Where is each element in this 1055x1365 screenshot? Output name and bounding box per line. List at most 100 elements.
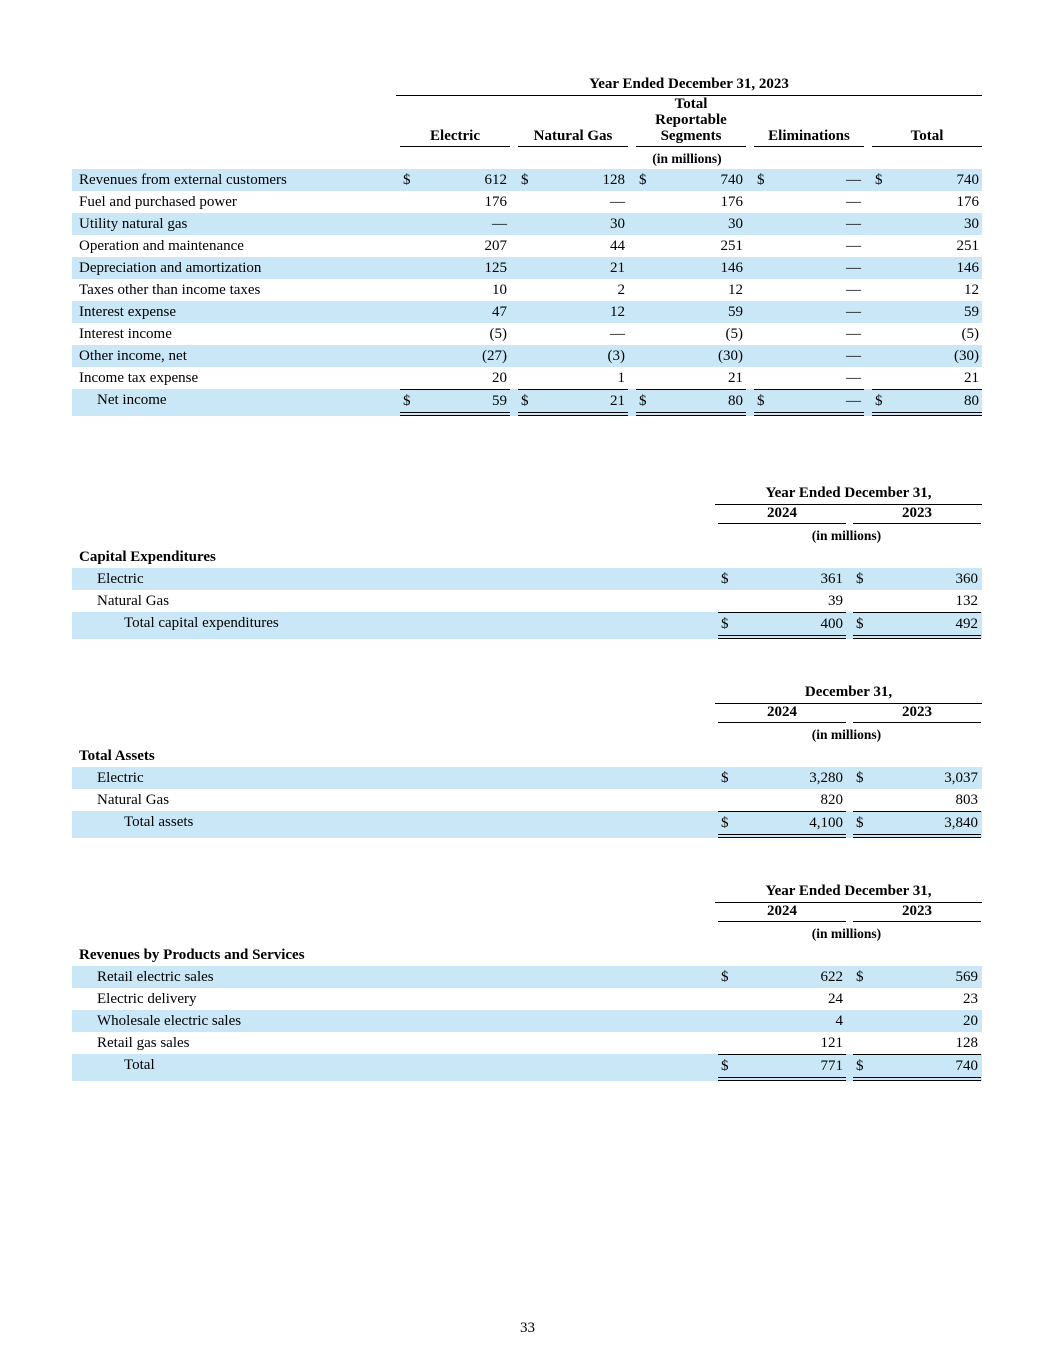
value: 176 <box>720 194 744 210</box>
row-label: Natural Gas <box>97 593 170 609</box>
value-cell: 176 <box>400 191 510 213</box>
row-label: Electric delivery <box>97 991 197 1007</box>
value-cell: 146 <box>636 257 746 279</box>
value-cell: $360 <box>853 568 981 590</box>
units-label: (in millions) <box>811 926 882 941</box>
dollar-sign: $ <box>639 172 647 188</box>
dollar-sign: $ <box>721 616 729 632</box>
table-row: Revenues from external customers $612 $128… <box>72 169 982 191</box>
value-cell: 146 <box>872 257 982 279</box>
table-row: Total $771 $740 <box>72 1054 982 1081</box>
value: 251 <box>720 238 744 254</box>
value-cell: 21 <box>518 257 628 279</box>
value-cell: 12 <box>872 279 982 301</box>
value-cell: 12 <box>636 279 746 301</box>
units-row: (in millions) <box>72 524 982 546</box>
units-row: (in millions) <box>72 922 982 944</box>
value-cell: 176 <box>636 191 746 213</box>
table-row: Natural Gas 39 132 <box>72 590 982 612</box>
table-title: Year Ended December 31, <box>715 882 982 903</box>
row-label: Retail gas sales <box>97 1035 190 1051</box>
row-label: Other income, net <box>79 348 187 364</box>
value: 21 <box>610 393 625 409</box>
table-row: Utility natural gas — 30 30 — 30 <box>72 213 982 235</box>
value-cell: 21 <box>636 367 746 389</box>
value-cell: 30 <box>636 213 746 235</box>
row-label: Interest income <box>79 326 172 342</box>
column-header: 2023 <box>853 505 981 524</box>
row-label: Total assets <box>124 814 194 830</box>
dollar-sign: $ <box>856 616 864 632</box>
row-label: Interest expense <box>79 304 177 320</box>
value: 740 <box>720 172 744 188</box>
value-cell: 121 <box>718 1032 846 1054</box>
value: 21 <box>728 370 743 386</box>
value: 59 <box>492 393 507 409</box>
segment-results-table: Year Ended December 31, 2023 Electric Natu… <box>72 75 982 416</box>
value-cell: 251 <box>636 235 746 257</box>
dollar-sign: $ <box>521 393 529 409</box>
column-header: 2023 <box>853 903 981 922</box>
value-cell: — <box>754 213 864 235</box>
dollar-sign: $ <box>721 571 729 587</box>
value: 176 <box>956 194 980 210</box>
value-cell: $3,037 <box>853 767 981 789</box>
value: (3) <box>607 348 626 364</box>
value-cell: (5) <box>636 323 746 345</box>
value-cell: — <box>754 345 864 367</box>
total-assets-table: December 31, 2024 2023 (in millions) Total A… <box>72 683 982 838</box>
value: — <box>610 194 625 210</box>
dollar-sign: $ <box>721 969 729 985</box>
table-title-row: Year Ended December 31, 2023 <box>72 75 982 96</box>
value: 803 <box>955 792 979 808</box>
row-label: Total capital expenditures <box>124 615 279 631</box>
value: 146 <box>720 260 744 276</box>
table-row: Capital Expenditures <box>72 546 982 568</box>
table-title-row: December 31, <box>72 683 982 704</box>
value: 176 <box>484 194 508 210</box>
value-cell: (30) <box>872 345 982 367</box>
value: 24 <box>828 991 843 1007</box>
value: — <box>846 348 861 364</box>
value: 47 <box>492 304 507 320</box>
value-cell: (5) <box>400 323 510 345</box>
value: 12 <box>964 282 979 298</box>
value: 771 <box>820 1058 844 1074</box>
dollar-sign: $ <box>757 393 765 409</box>
value-cell: 2 <box>518 279 628 301</box>
value-cell: — <box>754 257 864 279</box>
value: 128 <box>602 172 626 188</box>
value: (5) <box>725 326 744 342</box>
value: 80 <box>728 393 743 409</box>
row-label: Electric <box>97 770 144 786</box>
value: — <box>846 282 861 298</box>
dollar-sign: $ <box>856 770 864 786</box>
row-label: Wholesale electric sales <box>97 1013 242 1029</box>
value-cell: $80 <box>872 389 982 416</box>
value: 30 <box>964 216 979 232</box>
table-row: Interest expense 47 12 59 — 59 <box>72 301 982 323</box>
table-row: Electric $3,280 $3,037 <box>72 767 982 789</box>
value: 492 <box>955 616 979 632</box>
dollar-sign: $ <box>856 815 864 831</box>
value: 132 <box>955 593 979 609</box>
dollar-sign: $ <box>403 172 411 188</box>
value: 740 <box>956 172 980 188</box>
value: 125 <box>484 260 508 276</box>
value: 80 <box>964 393 979 409</box>
table-title-row: Year Ended December 31, <box>72 484 982 505</box>
value: 820 <box>820 792 844 808</box>
table-row: Interest income (5) — (5) — (5) <box>72 323 982 345</box>
value: 3,037 <box>944 770 978 786</box>
value-cell: (3) <box>518 345 628 367</box>
table-title: Year Ended December 31, <box>715 484 982 505</box>
value-cell: $59 <box>400 389 510 416</box>
value: 2 <box>617 282 626 298</box>
value: 1 <box>617 370 626 386</box>
column-header: Eliminations <box>754 128 864 147</box>
row-label: Natural Gas <box>97 792 170 808</box>
value: 251 <box>956 238 980 254</box>
table-row: Total Assets <box>72 745 982 767</box>
row-label: Utility natural gas <box>79 216 188 232</box>
value-cell: $740 <box>872 169 982 191</box>
